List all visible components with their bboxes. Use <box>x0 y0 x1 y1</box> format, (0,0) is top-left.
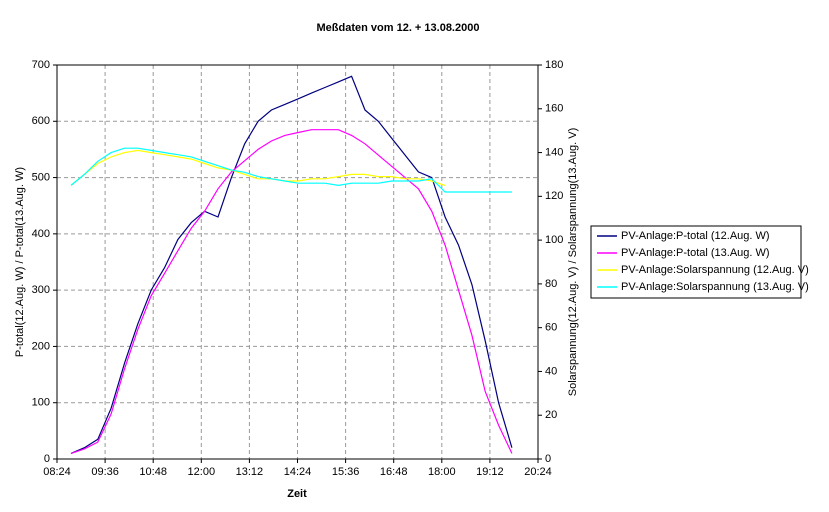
y2-axis-label: Solarspannung(12.Aug. V) / Solarspannung… <box>567 128 579 396</box>
x-tick-label: 13:12 <box>236 466 264 478</box>
x-tick-label: 15:36 <box>332 466 360 478</box>
x-tick-label: 09:36 <box>91 466 119 478</box>
y2-tick-label: 100 <box>545 234 563 246</box>
y2-tick-label: 140 <box>545 146 563 158</box>
y2-tick-label: 40 <box>545 365 557 377</box>
y-tick-label: 0 <box>44 453 50 465</box>
x-tick-label: 16:48 <box>380 466 408 478</box>
legend-label: PV-Anlage:P-total (13.Aug. W) <box>621 247 770 259</box>
chart-title: Meßdaten vom 12. + 13.08.2000 <box>317 22 480 34</box>
y2-tick-label: 160 <box>545 103 563 115</box>
y-tick-label: 300 <box>32 284 50 296</box>
legend-label: PV-Anlage:Solarspannung (12.Aug. V) <box>621 264 809 276</box>
y-tick-label: 200 <box>32 340 50 352</box>
y2-tick-label: 80 <box>545 278 557 290</box>
y-tick-label: 100 <box>32 397 50 409</box>
legend-label: PV-Anlage:Solarspannung (13.Aug. V) <box>621 281 809 293</box>
x-tick-label: 18:00 <box>428 466 456 478</box>
x-tick-label: 10:48 <box>139 466 167 478</box>
y-tick-label: 400 <box>32 228 50 240</box>
y-tick-label: 500 <box>32 171 50 183</box>
y2-tick-label: 0 <box>545 453 551 465</box>
x-tick-label: 19:12 <box>476 466 504 478</box>
y-tick-label: 700 <box>32 59 50 71</box>
y2-tick-label: 60 <box>545 322 557 334</box>
series-line <box>70 149 446 186</box>
x-axis-label: Zeit <box>287 488 307 500</box>
legend-box <box>590 225 802 299</box>
y2-tick-label: 120 <box>545 190 563 202</box>
x-tick-label: 14:24 <box>284 466 312 478</box>
plot-frame <box>56 64 539 460</box>
series-line <box>70 147 512 193</box>
series-line <box>70 75 513 454</box>
series-line <box>70 129 513 454</box>
x-tick-label: 08:24 <box>43 466 71 478</box>
y-axis-label: P-total(12.Aug. W) / P-total(13.Aug. W) <box>14 167 26 357</box>
legend-label: PV-Anlage:P-total (12.Aug. W) <box>621 230 770 242</box>
y2-tick-label: 20 <box>545 409 557 421</box>
y2-tick-label: 180 <box>545 59 563 71</box>
x-tick-label: 20:24 <box>524 466 552 478</box>
y-tick-label: 600 <box>32 115 50 127</box>
x-tick-label: 12:00 <box>188 466 216 478</box>
